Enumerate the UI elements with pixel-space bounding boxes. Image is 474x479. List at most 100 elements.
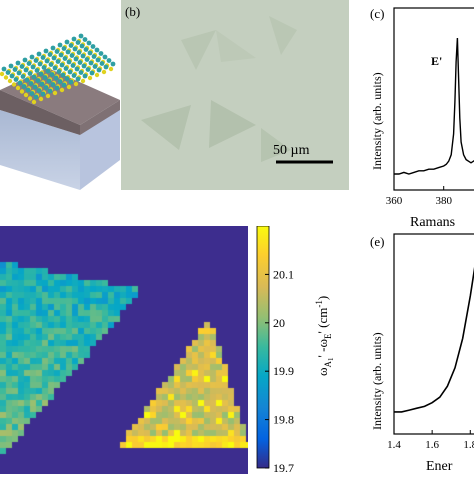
atom-sulfur bbox=[94, 72, 100, 78]
atom-metal bbox=[69, 53, 75, 58]
atom-metal bbox=[61, 46, 67, 51]
atom-metal bbox=[20, 74, 26, 79]
atom-metal bbox=[31, 74, 37, 80]
atom-sulfur bbox=[87, 75, 93, 81]
colorbar-tick-label: 20.1 bbox=[273, 267, 294, 281]
atom-metal bbox=[95, 57, 101, 63]
atom-metal bbox=[58, 52, 64, 58]
oxide-front bbox=[80, 100, 120, 135]
atom-metal bbox=[75, 40, 81, 45]
pl-spectrum-line bbox=[394, 266, 474, 413]
atom-metal bbox=[22, 57, 28, 63]
flake-triangle-5 bbox=[269, 16, 297, 55]
atom-metal bbox=[66, 59, 72, 65]
panel-c-axes bbox=[393, 7, 474, 191]
atom-metal bbox=[56, 69, 62, 74]
atom-metal bbox=[33, 94, 39, 100]
atom-metal bbox=[53, 75, 59, 81]
atom-sulfur bbox=[23, 92, 29, 98]
atom-metal bbox=[79, 43, 85, 49]
colorbar-tick-label: 19.8 bbox=[273, 413, 294, 427]
atom-metal bbox=[26, 61, 32, 66]
atom-metal bbox=[82, 37, 88, 42]
atom-metal bbox=[60, 72, 66, 78]
atom-metal bbox=[65, 49, 71, 55]
atom-metal bbox=[99, 61, 105, 66]
atom-metal bbox=[89, 70, 95, 76]
atom-metal bbox=[39, 81, 45, 87]
colorbar-tick-label: 19.9 bbox=[273, 364, 294, 378]
x-tick-label: 1.6 bbox=[425, 439, 439, 451]
atom-metal bbox=[85, 67, 91, 72]
x-tick-label: 360 bbox=[386, 195, 403, 207]
atom-metal bbox=[98, 51, 104, 56]
colorbar-ticks: 20.1 20 19.9 19.8 19.7 bbox=[265, 267, 294, 475]
atom-metal bbox=[15, 60, 21, 66]
atom-metal bbox=[21, 84, 27, 89]
atom-metal bbox=[110, 61, 116, 67]
panel-a-schematic bbox=[0, 0, 122, 195]
atom-metal bbox=[44, 58, 50, 64]
atom-metal bbox=[51, 55, 57, 61]
atom-metal bbox=[78, 33, 84, 39]
atom-metal bbox=[78, 70, 84, 75]
atom-metal bbox=[43, 85, 49, 90]
colorbar-tick-label: 19.7 bbox=[273, 461, 294, 474]
atom-sulfur bbox=[52, 90, 58, 96]
atom-metal bbox=[80, 53, 86, 59]
atom-metal bbox=[67, 69, 73, 75]
atom-metal bbox=[75, 76, 81, 82]
atom-metal bbox=[25, 87, 31, 93]
atom-metal bbox=[96, 67, 102, 73]
atom-metal bbox=[73, 56, 79, 62]
raman-peak-label: E' bbox=[431, 54, 442, 68]
substrate-side bbox=[0, 110, 80, 190]
atom-metal bbox=[40, 91, 46, 97]
panel-c-xticks: 360 380 bbox=[386, 186, 452, 207]
colorbar-tick-label: 20 bbox=[273, 316, 285, 330]
atom-metal bbox=[33, 58, 39, 63]
atom-metal bbox=[92, 64, 98, 69]
atom-metal bbox=[91, 54, 97, 59]
atom-metal bbox=[82, 73, 88, 79]
panel-c-ylabel: Intensity (arb. units) bbox=[370, 72, 384, 170]
panel-c-raman: (c) Intensity (arb. units) E' 360 380 Ram… bbox=[354, 0, 474, 230]
atom-metal bbox=[30, 64, 36, 70]
atom-metal bbox=[68, 43, 74, 48]
panel-b-micrograph: (b) 50 µm bbox=[121, 0, 349, 190]
atom-metal bbox=[71, 73, 77, 78]
atom-metal bbox=[64, 39, 70, 45]
panel-e-xlabel: Ener bbox=[426, 459, 453, 474]
atom-metal bbox=[29, 54, 35, 60]
atom-metal bbox=[37, 61, 43, 67]
atom-metal bbox=[94, 47, 100, 53]
flake-triangle-4 bbox=[209, 100, 256, 148]
atom-metal bbox=[16, 70, 22, 76]
panel-b-label: (b) bbox=[125, 4, 140, 19]
atom-metal bbox=[43, 48, 49, 54]
atom-metal bbox=[17, 80, 23, 86]
atom-metal bbox=[5, 70, 11, 75]
atom-metal bbox=[106, 58, 112, 63]
atom-metal bbox=[68, 79, 74, 85]
atom-sulfur bbox=[19, 89, 25, 94]
atom-metal bbox=[55, 59, 61, 64]
atom-metal bbox=[77, 60, 83, 65]
atom-metal bbox=[36, 51, 42, 57]
colorbar-gradient bbox=[256, 225, 270, 469]
atom-metal bbox=[12, 67, 18, 72]
atom-metal bbox=[62, 56, 68, 61]
flake-triangle-2 bbox=[216, 30, 256, 62]
atom-metal bbox=[54, 85, 60, 91]
atom-metal bbox=[9, 73, 15, 79]
atom-sulfur bbox=[108, 66, 114, 72]
atom-metal bbox=[48, 62, 54, 67]
atom-metal bbox=[86, 40, 92, 46]
atom-metal bbox=[103, 64, 109, 70]
colorbar: 20.1 20 19.9 19.8 19.7 ωA1' -ωE' (cm-1) bbox=[255, 225, 355, 475]
atom-metal bbox=[46, 78, 52, 84]
atom-sulfur bbox=[73, 81, 79, 87]
atom-metal bbox=[87, 50, 93, 56]
panel-e-label: (e) bbox=[370, 234, 384, 249]
panel-d-heatmap bbox=[0, 226, 248, 474]
